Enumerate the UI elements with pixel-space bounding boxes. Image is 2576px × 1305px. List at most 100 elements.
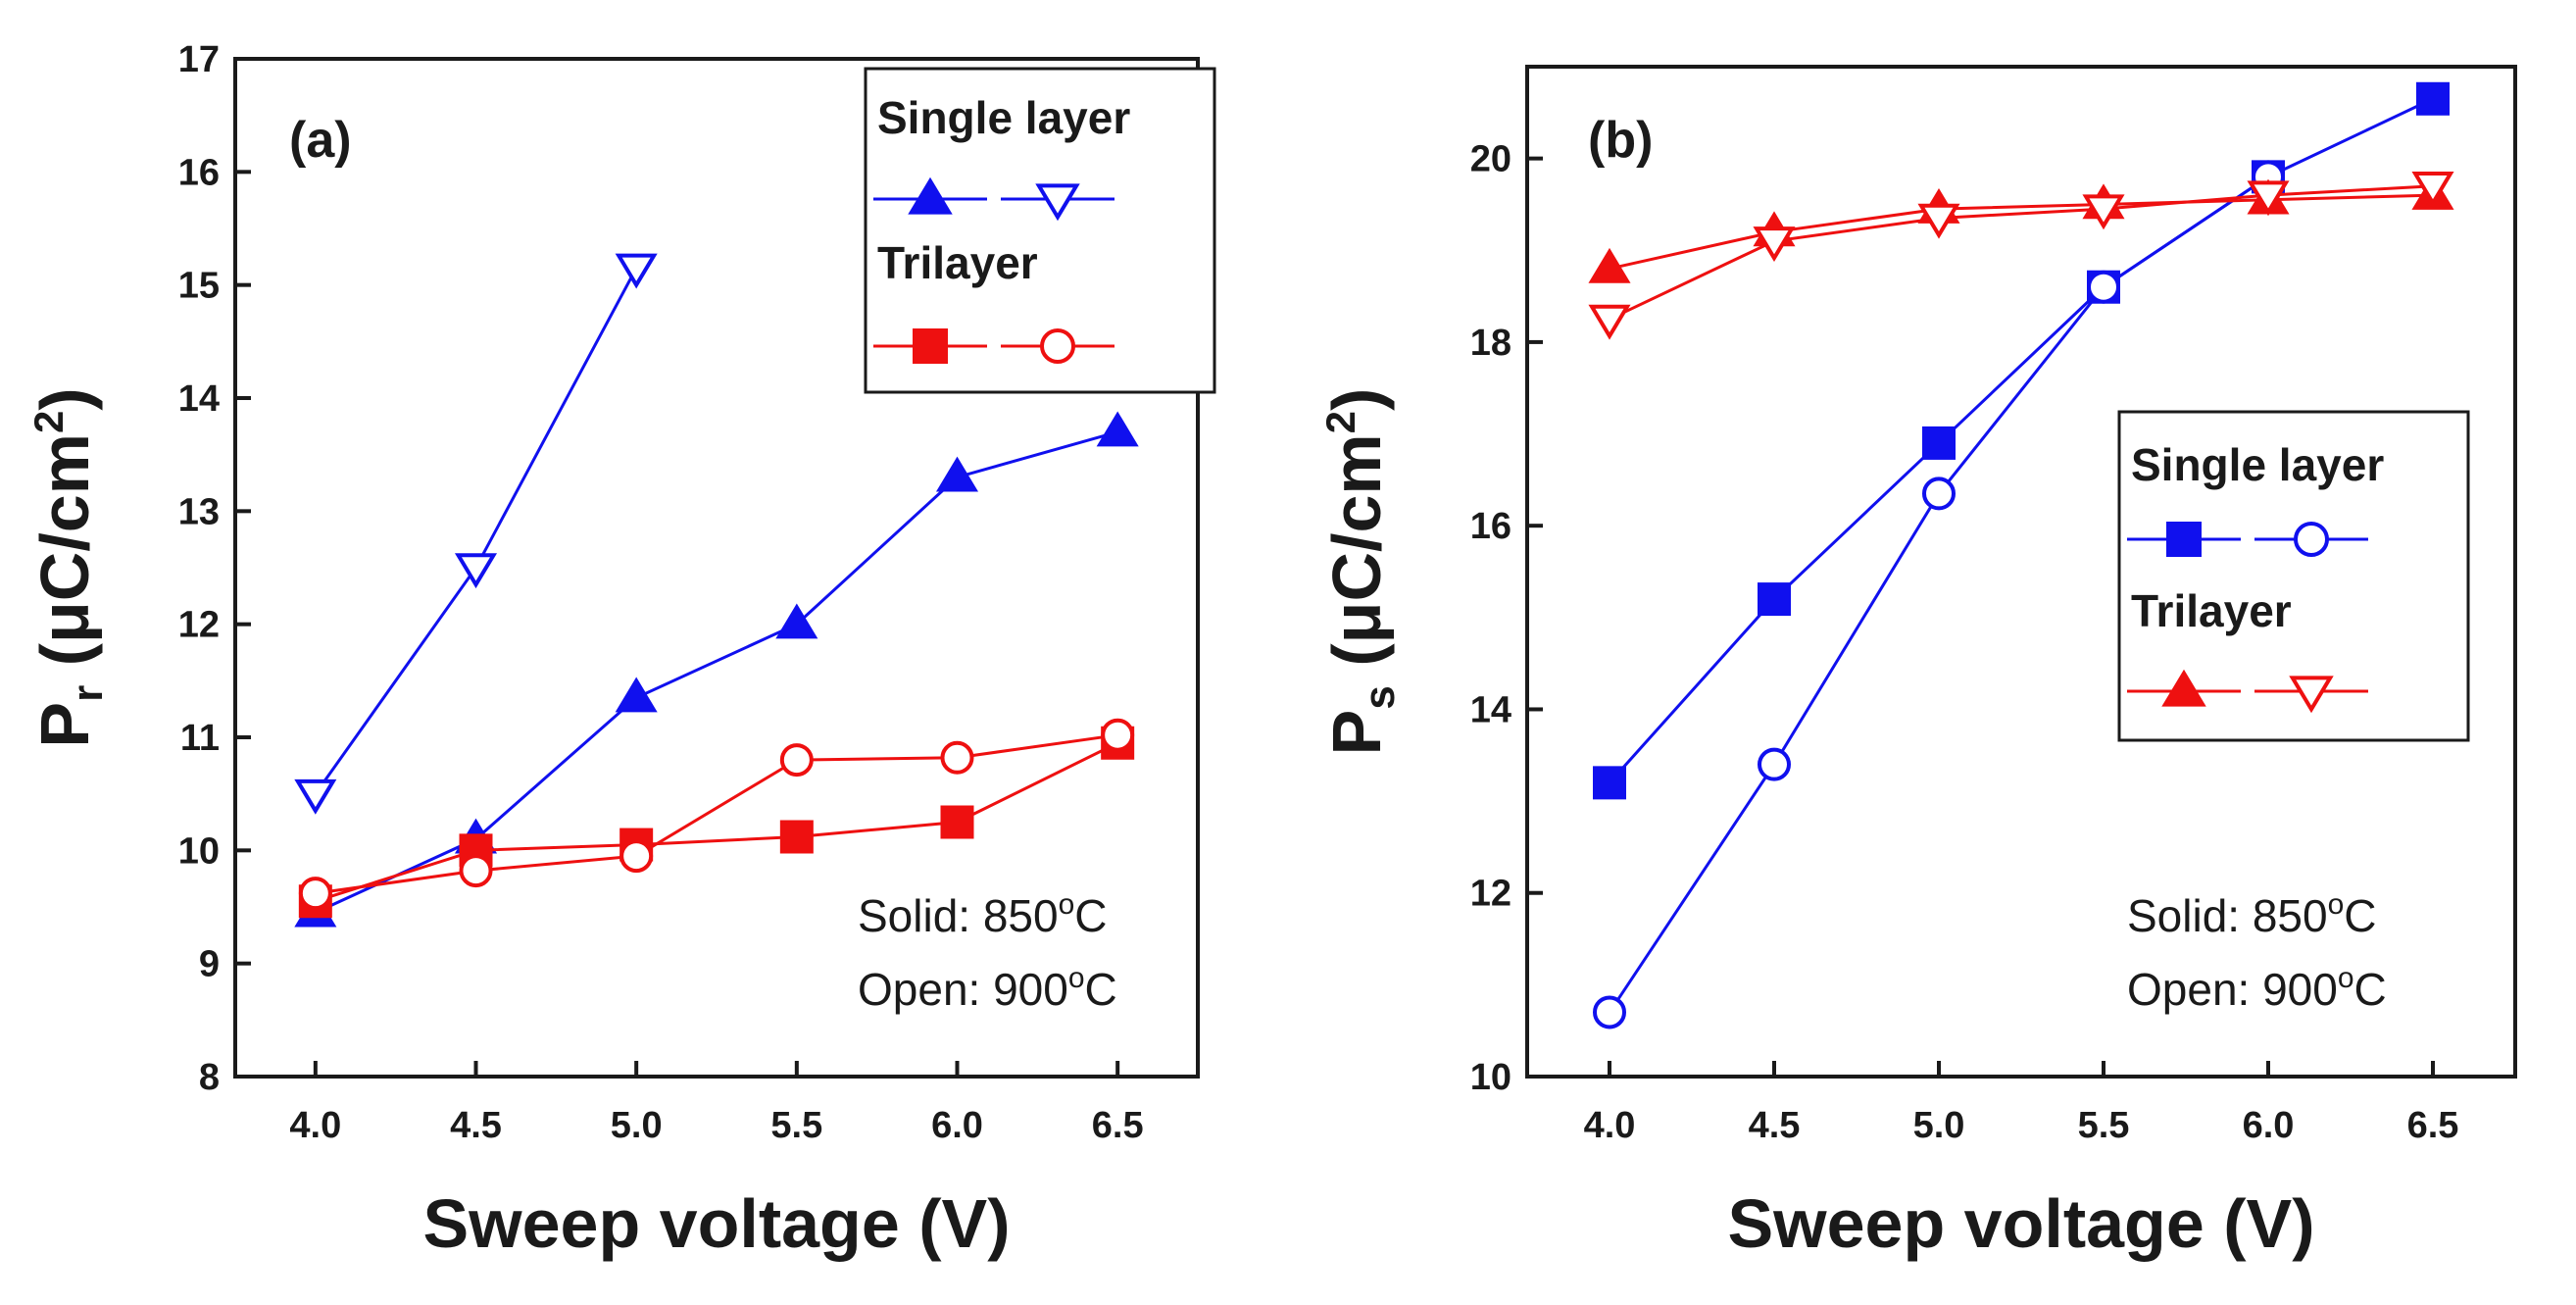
y-label-main: P	[26, 702, 103, 748]
series-4	[1588, 171, 2454, 340]
legend: Single layer Trilayer	[864, 67, 1216, 394]
y-tick-label: 14	[1470, 689, 1511, 730]
x-tick-label: 4.5	[450, 1105, 502, 1146]
data-point	[935, 456, 979, 492]
data-point	[1922, 426, 1956, 460]
y-tick-label: 18	[1470, 323, 1511, 364]
x-axis-label: Sweep voltage (V)	[1727, 1185, 2314, 1262]
data-point	[1917, 203, 1960, 239]
plot-frame	[233, 57, 1200, 1079]
data-point	[615, 677, 658, 713]
note-solid: Solid: 850oC	[858, 888, 1108, 941]
note-unit: C	[2354, 964, 2387, 1015]
data-point	[298, 877, 332, 911]
series-line	[315, 741, 1118, 903]
y-label-unit: (μC/cm	[26, 433, 103, 685]
x-tick-label: 4.0	[1584, 1105, 1636, 1146]
data-point	[775, 603, 818, 639]
y-axis-label: Ps (μC/cm2)	[1317, 388, 1404, 756]
data-point	[940, 740, 974, 775]
y-tick-label: 13	[178, 491, 220, 532]
note-open: Open: 900oC	[858, 962, 1117, 1015]
plot-frame	[1525, 65, 2517, 1079]
note-unit: C	[2344, 890, 2376, 941]
note-degree: o	[2338, 962, 2354, 994]
legend-marker	[2161, 669, 2206, 707]
data-point	[940, 805, 974, 839]
data-point	[779, 820, 814, 854]
series-2	[294, 253, 658, 815]
y-tick-label: 11	[180, 718, 220, 759]
legend-label-single-layer: Single layer	[877, 92, 1130, 143]
y-tick-label: 14	[178, 378, 220, 420]
y-label-close: )	[26, 387, 103, 410]
legend-marker	[2289, 676, 2334, 714]
x-tick-label: 6.0	[931, 1105, 983, 1146]
legend-marker	[913, 328, 948, 364]
data-point	[1758, 747, 1791, 781]
y-tick-label: 16	[1470, 506, 1511, 547]
y-axis-label: Pr (μC/cm2)	[25, 387, 112, 747]
note-degree: o	[1059, 888, 1075, 921]
panel-b: 10 12 14 16 18 20 4.0 4.5 5.0 5.5 6.0 6.5 Sweep volt…	[1317, 65, 2517, 1262]
legend-label-single-layer: Single layer	[2131, 439, 2384, 490]
y-label-subscript: s	[1356, 685, 1404, 709]
y-label-main: P	[1318, 710, 1395, 756]
data-point	[2416, 81, 2450, 116]
x-tick-label: 5.5	[2078, 1105, 2130, 1146]
legend-marker	[1035, 183, 1080, 222]
series-1	[294, 411, 1139, 928]
data-point	[1588, 304, 1631, 340]
legend-label-trilayer: Trilayer	[877, 237, 1038, 288]
y-tick-label: 9	[199, 944, 220, 985]
data-point	[779, 743, 814, 778]
y-tick-label: 10	[178, 830, 220, 872]
y-label-superscript: 2	[25, 411, 72, 433]
note-solid: Solid: 850oC	[2127, 888, 2377, 941]
note-text: Solid: 850	[2127, 890, 2328, 941]
series-line	[315, 733, 1118, 895]
data-point	[1096, 411, 1139, 447]
data-point	[2247, 180, 2290, 217]
panel-label: (b)	[1588, 112, 1653, 169]
legend-label-trilayer: Trilayer	[2131, 585, 2292, 636]
y-label-close: )	[1318, 388, 1395, 411]
series-3	[298, 726, 1135, 919]
x-tick-label: 6.5	[2407, 1105, 2459, 1146]
data-point	[2411, 171, 2454, 207]
legend-marker	[2166, 522, 2202, 557]
note-open: Open: 900oC	[2127, 962, 2387, 1015]
data-point	[1101, 718, 1135, 752]
legend: Single layer Trilayer	[2117, 410, 2470, 742]
y-label-superscript: 2	[1317, 411, 1363, 433]
y-label-subscript: r	[64, 685, 112, 702]
series-2	[1593, 160, 2285, 1029]
x-tick-label: 6.0	[2243, 1105, 2295, 1146]
data-point	[615, 253, 658, 289]
panel-a: 8 9 10 11 12 13 14 15 16 17 4.0 4.5 5.0 5.5 6.0 6.5 Swee…	[25, 39, 1216, 1262]
data-point	[1593, 766, 1626, 800]
y-label-unit: (μC/cm	[1318, 433, 1395, 685]
data-point	[294, 778, 337, 815]
panel-label: (a)	[289, 112, 352, 169]
note-unit: C	[1085, 964, 1117, 1015]
y-tick-label: 16	[178, 152, 220, 193]
note-text: Solid: 850	[858, 890, 1059, 941]
data-point	[1593, 995, 1626, 1029]
x-axis-label: Sweep voltage (V)	[422, 1185, 1010, 1262]
legend-marker	[2294, 522, 2329, 557]
data-point	[1758, 582, 1791, 617]
y-tick-label: 8	[199, 1057, 220, 1098]
series-line	[1609, 193, 2434, 271]
note-unit: C	[1074, 890, 1107, 941]
data-point	[1588, 247, 1631, 283]
note-degree: o	[2328, 888, 2345, 921]
note-degree: o	[1068, 962, 1085, 994]
data-point	[459, 854, 493, 888]
x-tick-label: 6.5	[1092, 1105, 1144, 1146]
series-line	[315, 430, 1118, 915]
note-text: Open: 900	[858, 964, 1068, 1015]
x-tick-label: 4.5	[1749, 1105, 1801, 1146]
series-line	[1608, 97, 2434, 784]
